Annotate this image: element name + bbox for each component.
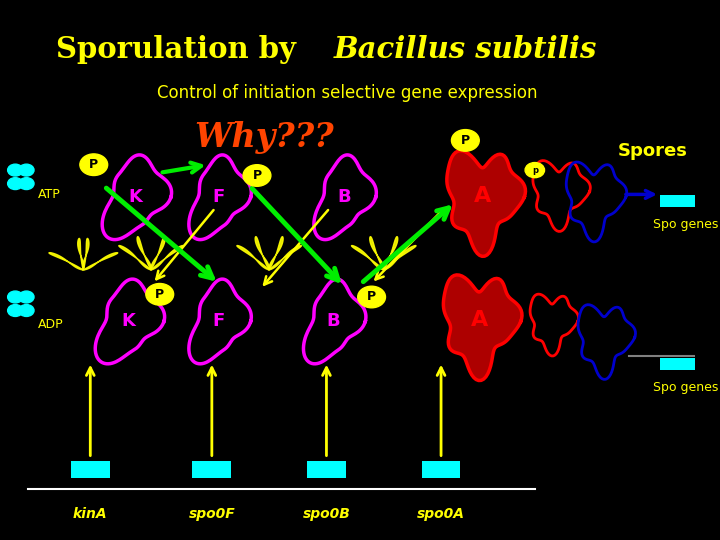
Polygon shape	[151, 237, 165, 270]
Circle shape	[8, 178, 23, 190]
Polygon shape	[49, 253, 84, 270]
Text: spo0B: spo0B	[302, 507, 351, 521]
Text: P: P	[367, 291, 376, 303]
Circle shape	[451, 130, 480, 151]
Text: Control of initiation selective gene expression: Control of initiation selective gene exp…	[157, 84, 538, 102]
Polygon shape	[269, 246, 302, 270]
Circle shape	[358, 286, 385, 308]
Polygon shape	[78, 239, 84, 270]
Text: kinA: kinA	[73, 507, 107, 521]
Polygon shape	[444, 275, 522, 381]
Text: Bacillus subtilis: Bacillus subtilis	[333, 35, 597, 64]
Text: K: K	[122, 312, 135, 330]
Text: B: B	[337, 188, 351, 206]
Text: B: B	[327, 312, 341, 330]
Text: spo0A: spo0A	[417, 507, 465, 521]
Circle shape	[80, 154, 108, 176]
Text: F: F	[212, 188, 225, 206]
Circle shape	[525, 163, 544, 178]
FancyBboxPatch shape	[422, 461, 461, 478]
Text: A: A	[474, 186, 491, 206]
Text: P: P	[89, 158, 99, 171]
Polygon shape	[255, 237, 269, 270]
Circle shape	[8, 291, 23, 303]
Text: P: P	[253, 169, 261, 182]
Circle shape	[8, 164, 23, 176]
Circle shape	[8, 305, 23, 316]
Circle shape	[146, 284, 174, 305]
Text: Spores: Spores	[618, 142, 688, 160]
Text: A: A	[471, 310, 488, 330]
Text: Spo genes: Spo genes	[653, 381, 719, 394]
Text: P: P	[461, 134, 470, 147]
FancyBboxPatch shape	[660, 195, 712, 207]
FancyBboxPatch shape	[192, 461, 231, 478]
Polygon shape	[137, 237, 151, 270]
Polygon shape	[447, 151, 526, 256]
Text: P: P	[156, 288, 164, 301]
Polygon shape	[83, 239, 89, 270]
Text: p: p	[532, 166, 538, 174]
Polygon shape	[370, 237, 384, 270]
Polygon shape	[151, 246, 184, 270]
Text: Sporulation by: Sporulation by	[55, 35, 306, 64]
Text: ADP: ADP	[38, 318, 64, 330]
Polygon shape	[384, 246, 416, 270]
Circle shape	[19, 178, 34, 190]
Polygon shape	[119, 246, 151, 270]
Polygon shape	[351, 246, 384, 270]
Polygon shape	[384, 237, 397, 270]
Circle shape	[19, 291, 34, 303]
Text: ATP: ATP	[38, 188, 61, 201]
Polygon shape	[237, 246, 269, 270]
FancyBboxPatch shape	[71, 461, 109, 478]
Text: Spo genes: Spo genes	[653, 218, 719, 231]
Polygon shape	[269, 237, 283, 270]
Polygon shape	[84, 253, 117, 270]
Circle shape	[243, 165, 271, 186]
Text: K: K	[128, 188, 143, 206]
Text: spo0F: spo0F	[189, 507, 235, 521]
Circle shape	[19, 305, 34, 316]
Text: F: F	[212, 312, 225, 330]
FancyBboxPatch shape	[307, 461, 346, 478]
Circle shape	[19, 164, 34, 176]
FancyBboxPatch shape	[660, 358, 712, 370]
Text: Why???: Why???	[194, 122, 334, 154]
